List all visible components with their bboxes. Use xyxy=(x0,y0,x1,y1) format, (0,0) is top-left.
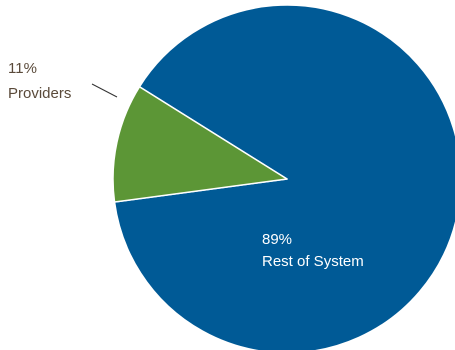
slice-label-rest-name: Rest of System xyxy=(262,253,364,270)
pie-slice-providers xyxy=(112,86,288,203)
slice-label-providers-pct: 11% xyxy=(8,60,37,77)
leader-line-providers xyxy=(91,83,118,98)
slice-label-rest-pct: 89% xyxy=(262,231,292,248)
pie-slices xyxy=(112,4,455,350)
slice-label-providers-name: Providers xyxy=(8,85,71,102)
